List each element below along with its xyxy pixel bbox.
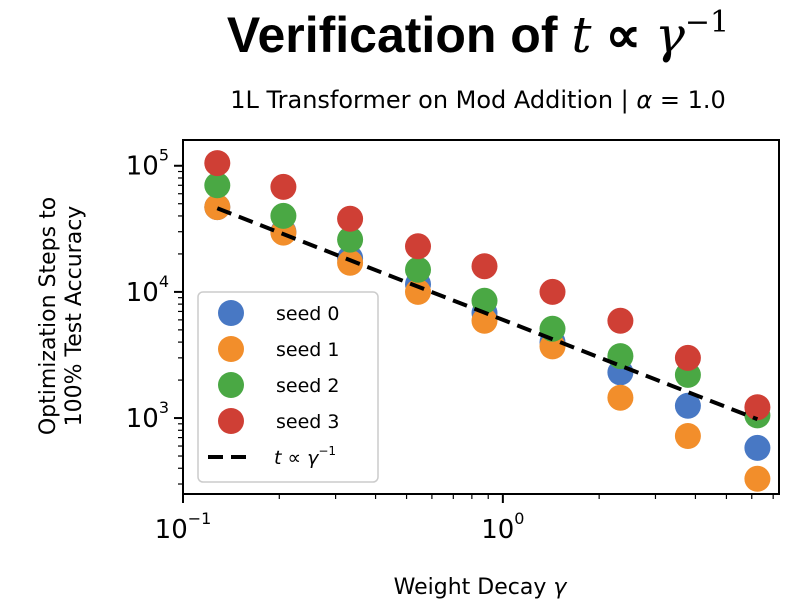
data-point-seed3-5 [539,278,566,305]
y-tick-label-0: 103 [126,398,169,434]
plot-frame [182,139,780,495]
data-point-seed1-0 [204,194,231,221]
legend-label-0: seed 0 [276,303,339,325]
y-axis-label: Optimization Steps to 100% Test Accuracy [36,197,87,435]
data-point-seed3-1 [270,173,297,200]
data-point-seed3-4 [471,253,498,280]
data-point-seed3-2 [337,205,364,232]
data-point-seed2-2 [337,226,364,253]
data-point-seed2-0 [204,172,231,199]
data-point-seed3-3 [405,233,431,260]
data-point-seed3-8 [744,394,771,421]
x-tick-label-0: 10−1 [155,509,212,545]
legend-marker-3 [218,408,244,434]
data-point-seed3-6 [607,307,634,334]
legend-fit-label: t ∝ γ−1 [274,444,336,469]
legend-box [197,291,379,483]
data-point-seed1-8 [744,465,771,492]
data-point-seed1-3 [405,278,431,305]
chart-subtitle: 1L Transformer on Mod Addition | α = 1.0 [230,86,726,114]
legend-marker-1 [218,336,244,362]
legend-marker-2 [218,372,244,398]
fit-line [216,206,759,422]
data-point-seed1-7 [674,423,701,449]
data-point-seed1-6 [607,384,634,411]
data-point-seed0-7 [674,392,701,419]
data-point-seed1-2 [337,249,364,276]
data-point-seed2-3 [405,256,431,283]
legend-label-1: seed 1 [276,339,339,361]
data-point-seed2-6 [607,343,634,370]
x-tick-label-1: 100 [481,509,524,545]
data-point-seed2-4 [471,287,498,314]
y-tick-label-1: 104 [126,272,169,308]
data-point-seed3-0 [204,150,231,177]
data-point-seed0-8 [744,434,771,461]
x-axis-label: Weight Decay γ [394,575,568,600]
legend-marker-0 [218,300,244,326]
svg-text:Optimization Steps to: Optimization Steps to [36,197,61,435]
legend-label-2: seed 2 [276,375,339,397]
chart-title: Verification of t ∝ γ−1 [227,5,729,64]
data-point-seed3-7 [674,344,701,371]
y-tick-label-2: 105 [126,146,169,182]
svg-text:100% Test Accuracy: 100% Test Accuracy [62,206,87,427]
data-point-seed1-4 [471,307,498,334]
data-point-seed2-1 [270,202,297,229]
legend-label-3: seed 3 [276,411,339,433]
